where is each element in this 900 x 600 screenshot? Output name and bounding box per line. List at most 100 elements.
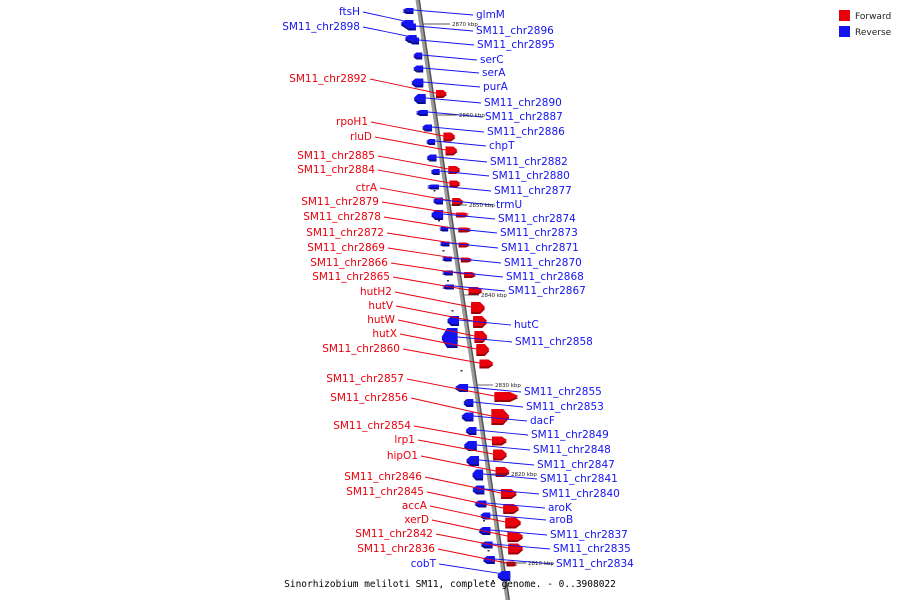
gene-label-aroK[interactable]: aroK: [548, 502, 573, 514]
hipO1-feature[interactable]: [495, 467, 510, 475]
lrp1-feature[interactable]: [493, 449, 508, 459]
serA-feature[interactable]: [413, 65, 424, 71]
gene-label-SM11_chr2866[interactable]: SM11_chr2866: [310, 257, 388, 269]
gene-label-SM11_chr2873[interactable]: SM11_chr2873: [500, 227, 578, 239]
gene-label-SM11_chr2874[interactable]: SM11_chr2874: [498, 213, 576, 225]
gene-label-SM11_chr2848[interactable]: SM11_chr2848: [533, 444, 611, 456]
hutX-feature[interactable]: [476, 344, 490, 354]
gene-label-SM11_chr2856[interactable]: SM11_chr2856: [330, 392, 408, 404]
gene-label-SM11_chr2853[interactable]: SM11_chr2853: [526, 401, 604, 413]
gene-label-SM11_chr2867[interactable]: SM11_chr2867: [508, 285, 586, 297]
gene-label-SM11_chr2834[interactable]: SM11_chr2834: [556, 558, 634, 570]
SM11_chr2874-feature[interactable]: [431, 210, 444, 218]
gene-label-SM11_chr2898[interactable]: SM11_chr2898: [282, 21, 360, 33]
gene-label-SM11_chr2882[interactable]: SM11_chr2882: [490, 156, 568, 168]
gene-label-SM11_chr2892[interactable]: SM11_chr2892: [289, 73, 367, 85]
xerD-feature[interactable]: [507, 532, 524, 540]
SM11_chr2885-feature[interactable]: [448, 166, 461, 172]
SM11_chr2845-feature[interactable]: [503, 504, 520, 512]
gene-label-SM11_chr2886[interactable]: SM11_chr2886: [487, 126, 565, 138]
rluD-feature[interactable]: [445, 146, 458, 154]
gene-label-hutW[interactable]: hutW: [367, 314, 395, 326]
gene-label-SM11_chr2842[interactable]: SM11_chr2842: [355, 528, 433, 540]
gene-label-SM11_chr2885[interactable]: SM11_chr2885: [297, 150, 375, 162]
serC-feature[interactable]: [413, 52, 423, 58]
gene-label-ftsH[interactable]: ftsH: [339, 6, 360, 18]
gene-label-SM11_chr2840[interactable]: SM11_chr2840: [542, 488, 620, 500]
gene-label-hipO1[interactable]: hipO1: [387, 450, 418, 462]
SM11_chr2856-feature[interactable]: [491, 409, 510, 423]
SM11_chr2858-feature[interactable]: [441, 328, 458, 346]
gene-label-ctrA[interactable]: ctrA: [356, 182, 378, 194]
SM11_chr2841-feature[interactable]: [472, 469, 484, 479]
gene-label-hutV[interactable]: hutV: [368, 300, 393, 312]
gene-label-rluD[interactable]: rluD: [350, 131, 372, 143]
gene-label-SM11_chr2868[interactable]: SM11_chr2868: [506, 271, 584, 283]
gene-label-hutX[interactable]: hutX: [372, 328, 397, 340]
gene-label-SM11_chr2865[interactable]: SM11_chr2865: [312, 271, 390, 283]
cobT-feature[interactable]: [497, 571, 511, 579]
gene-label-SM11_chr2860[interactable]: SM11_chr2860: [322, 343, 400, 355]
rpoH1-feature[interactable]: [443, 132, 456, 140]
SM11_chr2886-feature[interactable]: [422, 124, 433, 130]
gene-label-SM11_chr2846[interactable]: SM11_chr2846: [344, 471, 422, 483]
gene-label-SM11_chr2878[interactable]: SM11_chr2878: [303, 211, 381, 223]
gene-label-aroB[interactable]: aroB: [549, 514, 573, 526]
gene-label-SM11_chr2884[interactable]: SM11_chr2884: [297, 164, 375, 176]
gene-label-purA[interactable]: purA: [483, 81, 509, 93]
gene-label-SM11_chr2837[interactable]: SM11_chr2837: [550, 529, 628, 541]
gene-label-SM11_chr2870[interactable]: SM11_chr2870: [504, 257, 582, 269]
hutH2-feature[interactable]: [471, 302, 486, 312]
gene-label-hutH2[interactable]: hutH2: [360, 286, 392, 298]
SM11_chr2877-feature[interactable]: [426, 184, 439, 188]
gene-label-SM11_chr2847[interactable]: SM11_chr2847: [537, 459, 615, 471]
gene-label-SM11_chr2872[interactable]: SM11_chr2872: [306, 227, 384, 239]
gene-label-SM11_chr2879[interactable]: SM11_chr2879: [301, 196, 379, 208]
aroB-feature[interactable]: [480, 512, 491, 518]
gene-label-SM11_chr2880[interactable]: SM11_chr2880: [492, 170, 570, 182]
gene-label-SM11_chr2895[interactable]: SM11_chr2895: [477, 39, 555, 51]
gene-label-SM11_chr2890[interactable]: SM11_chr2890: [484, 97, 562, 109]
gene-label-SM11_chr2869[interactable]: SM11_chr2869: [307, 242, 385, 254]
chpT-feature[interactable]: [426, 139, 436, 143]
gene-label-serA[interactable]: serA: [482, 67, 506, 79]
SM11_chr2887-feature[interactable]: [415, 110, 428, 114]
SM11_chr2848-feature[interactable]: [463, 441, 477, 449]
gene-label-SM11_chr2835[interactable]: SM11_chr2835: [553, 543, 631, 555]
gene-label-rpoH1[interactable]: rpoH1: [336, 116, 368, 128]
gene-label-SM11_chr2857[interactable]: SM11_chr2857: [326, 373, 404, 385]
gene-label-chpT[interactable]: chpT: [489, 140, 515, 152]
gene-label-serC[interactable]: serC: [480, 54, 504, 66]
gene-label-SM11_chr2855[interactable]: SM11_chr2855: [524, 386, 602, 398]
ctrA-feature[interactable]: [452, 198, 464, 204]
gene-label-SM11_chr2841[interactable]: SM11_chr2841: [540, 473, 618, 485]
gene-label-glmM[interactable]: glmM: [476, 9, 505, 21]
gene-label-cobT[interactable]: cobT: [411, 558, 437, 570]
gene-label-SM11_chr2849[interactable]: SM11_chr2849: [531, 429, 609, 441]
SM11_chr2880-feature[interactable]: [430, 169, 440, 173]
gene-label-SM11_chr2871[interactable]: SM11_chr2871: [501, 242, 579, 254]
gene-label-SM11_chr2887[interactable]: SM11_chr2887: [485, 111, 563, 123]
purA-feature[interactable]: [411, 78, 424, 86]
gene-label-SM11_chr2845[interactable]: SM11_chr2845: [346, 486, 424, 498]
SM11_chr2896-feature[interactable]: [404, 23, 416, 29]
SM11_chr2890-feature[interactable]: [413, 94, 426, 102]
gene-label-SM11_chr2854[interactable]: SM11_chr2854: [333, 420, 411, 432]
gene-label-xerD[interactable]: xerD: [404, 514, 429, 526]
SM11_chr2892-feature[interactable]: [435, 90, 447, 96]
SM11_chr2854-feature[interactable]: [492, 436, 507, 444]
SM11_chr2879-feature[interactable]: [456, 212, 470, 216]
gene-label-dacF[interactable]: dacF: [530, 415, 555, 427]
dacF-feature[interactable]: [461, 412, 474, 420]
gene-label-trmU[interactable]: trmU: [496, 199, 522, 211]
SM11_chr2855-feature[interactable]: [455, 384, 469, 390]
gene-label-lrp1[interactable]: lrp1: [394, 434, 415, 446]
gene-label-SM11_chr2896[interactable]: SM11_chr2896: [476, 25, 554, 37]
SM11_chr2847-feature[interactable]: [466, 456, 479, 464]
gene-label-SM11_chr2836[interactable]: SM11_chr2836: [357, 543, 435, 555]
gene-label-hutC[interactable]: hutC: [514, 319, 539, 331]
SM11_chr2857-feature[interactable]: [494, 392, 519, 400]
gene-label-accA[interactable]: accA: [402, 500, 428, 512]
SM11_chr2884-feature[interactable]: [449, 180, 461, 186]
hutV-feature[interactable]: [473, 316, 488, 326]
